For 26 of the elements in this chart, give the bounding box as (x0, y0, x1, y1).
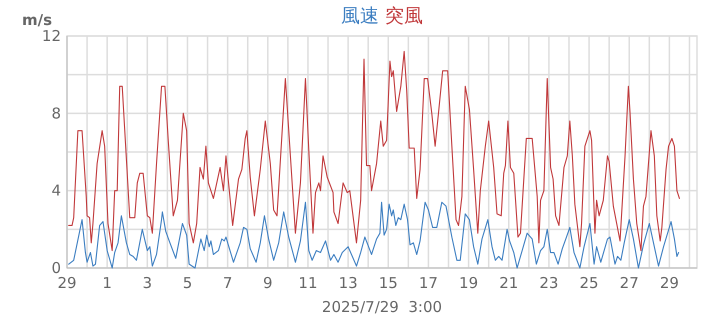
text: 風速 (340, 5, 379, 27)
x-tick-label: 21 (499, 274, 518, 292)
x-tick-label: 1 (102, 274, 112, 292)
x-tick-label: 29 (660, 274, 679, 292)
line-series (68, 202, 680, 269)
x-tick-label: 11 (298, 274, 318, 292)
y-tick-label: 12 (42, 27, 61, 45)
y-tick-label: 4 (51, 182, 61, 200)
y-axis-title: m/s (22, 11, 52, 29)
x-tick-label: 23 (539, 274, 558, 292)
text: 2025/7/29 3:00 (322, 298, 442, 316)
x-tick-label: 7 (222, 274, 232, 292)
x-tick-label: 19 (459, 274, 478, 292)
x-tick-label: 17 (418, 274, 438, 292)
x-tick-label: 3 (142, 274, 152, 292)
x-tick-label: 5 (182, 274, 192, 292)
y-tick-label: 8 (51, 104, 61, 122)
x-tick-label: 15 (378, 274, 398, 292)
x-tick-label: 13 (338, 274, 358, 292)
series-label: 突風 (378, 5, 424, 27)
x-tick-label: 29 (57, 274, 77, 292)
x-tick-label: 27 (620, 274, 639, 292)
x-tick-label: 9 (263, 274, 273, 292)
x-tick-label: 25 (580, 274, 599, 292)
y-tick-label: 0 (51, 259, 61, 277)
line-series (68, 50, 680, 252)
